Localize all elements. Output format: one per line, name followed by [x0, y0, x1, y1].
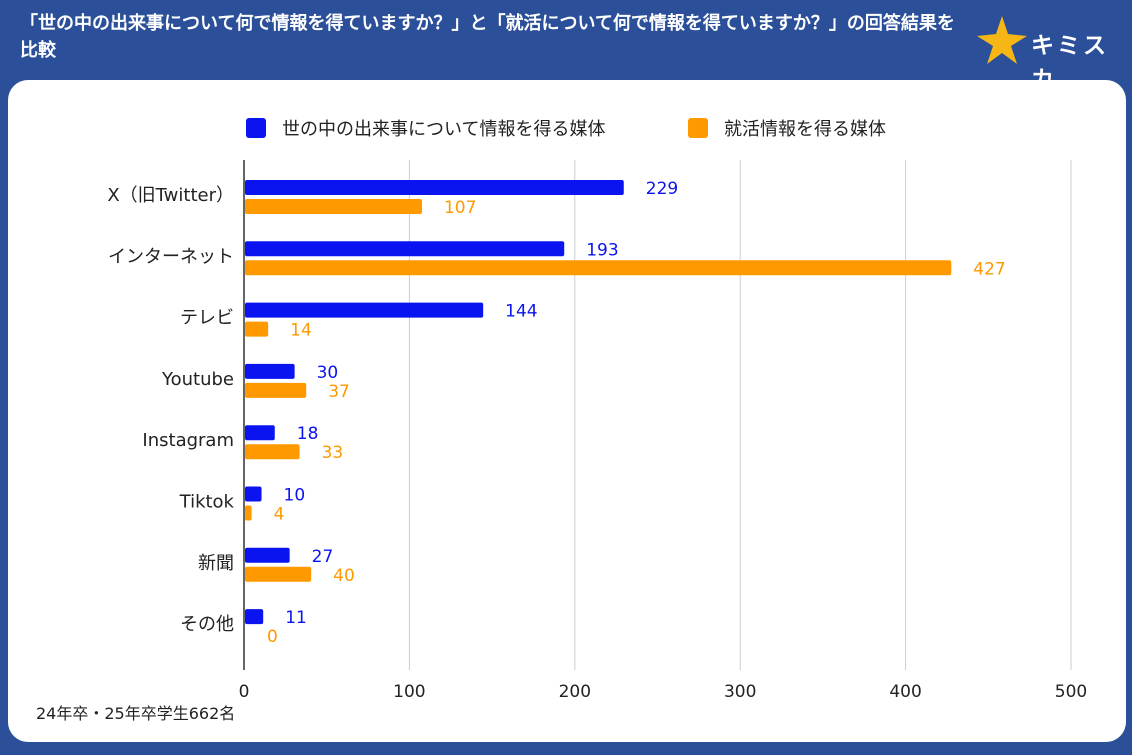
data-label: 107: [444, 198, 476, 218]
chart-card: 世の中の出来事について情報を得る媒体 就活情報を得る媒体 229 107 193 427…: [8, 80, 1126, 742]
bar: [245, 486, 262, 502]
data-label: 144: [505, 302, 537, 322]
x-tick-label: 300: [724, 682, 756, 702]
bar: [245, 382, 307, 398]
category-label: 新聞: [198, 553, 234, 574]
data-label: 40: [333, 566, 355, 586]
category-label: その他: [180, 614, 234, 635]
bar: [245, 302, 484, 318]
data-label: 33: [322, 443, 344, 463]
category-label: X（旧Twitter）: [107, 185, 234, 206]
x-tick-label: 0: [239, 682, 250, 702]
brand-logo: キミスカ: [975, 14, 1125, 93]
x-tick-label: 200: [559, 682, 591, 702]
category-label: テレビ: [180, 308, 234, 329]
bar: [245, 444, 300, 460]
bar: [245, 199, 422, 214]
bar: [245, 547, 290, 563]
x-tick-label: 400: [889, 682, 921, 702]
bar: [245, 609, 264, 625]
data-label: 4: [274, 505, 285, 525]
bar: [245, 363, 295, 379]
bar: [245, 241, 565, 257]
data-label: 0: [267, 627, 278, 647]
data-label: 14: [290, 321, 312, 341]
legend-swatch: [688, 118, 708, 138]
category-label: Instagram: [142, 430, 234, 451]
bar: [245, 180, 624, 195]
data-label: 427: [973, 259, 1005, 279]
legend-label: 就活情報を得る媒体: [724, 119, 886, 140]
bar: [245, 566, 312, 582]
category-label: Youtube: [161, 369, 234, 390]
header: 「世の中の出来事について何で情報を得ていますか？」と「就活について何で情報を得て…: [0, 0, 1132, 93]
data-label: 37: [328, 382, 350, 402]
bar: [245, 321, 269, 337]
data-label: 10: [284, 486, 306, 506]
data-label: 30: [317, 363, 339, 383]
x-tick-label: 500: [1055, 682, 1087, 702]
star-icon: [977, 16, 1027, 64]
legend-swatch: [246, 118, 266, 138]
bar: [245, 260, 952, 276]
data-label: 229: [646, 179, 678, 199]
x-tick-label: 100: [393, 682, 425, 702]
legend-label: 世の中の出来事について情報を得る媒体: [282, 119, 605, 140]
data-label: 193: [586, 240, 618, 260]
data-label: 27: [312, 547, 334, 567]
bar-chart: 世の中の出来事について情報を得る媒体 就活情報を得る媒体 229107193427…: [107, 118, 1087, 702]
category-label: インターネット: [108, 246, 234, 267]
data-label: 18: [297, 424, 319, 444]
data-label: 11: [285, 608, 307, 628]
bar: [245, 425, 275, 441]
footnote: 24年卒・25年卒学生662名: [36, 704, 236, 723]
page-title: 「世の中の出来事について何で情報を得ていますか？」と「就活について何で情報を得て…: [20, 13, 955, 61]
bar: [245, 505, 252, 521]
category-label: Tiktok: [179, 492, 235, 513]
